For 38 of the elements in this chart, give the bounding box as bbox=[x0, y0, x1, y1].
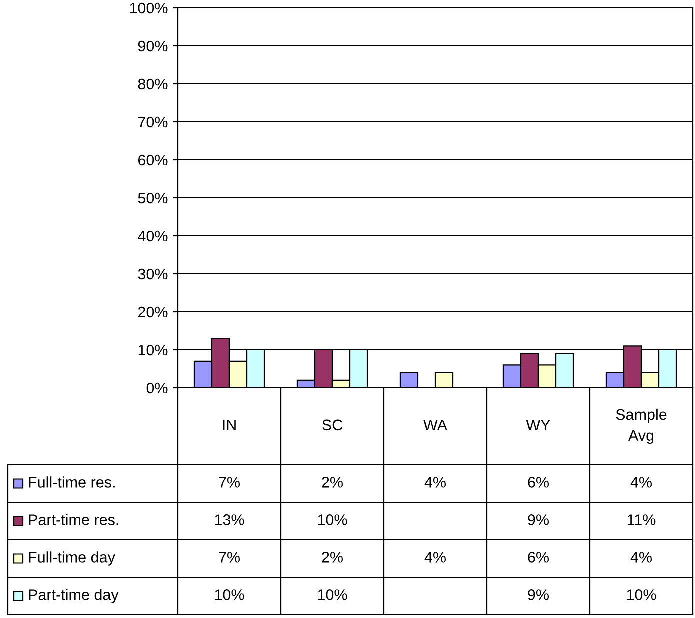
y-tick-label: 40% bbox=[138, 230, 168, 242]
data-label: 7% bbox=[219, 477, 240, 488]
data-label: 10% bbox=[215, 590, 244, 600]
y-tick-label: 0% bbox=[146, 382, 168, 394]
y-tick-label: 20% bbox=[138, 306, 168, 318]
x-tick-label: IN bbox=[223, 420, 236, 430]
y-tick-label: 10% bbox=[138, 344, 168, 356]
data-label: 9% bbox=[528, 514, 549, 526]
data-label: 10% bbox=[318, 590, 348, 600]
data-label: 7% bbox=[219, 552, 240, 563]
y-tick-label: 90% bbox=[138, 40, 168, 52]
data-label: 4% bbox=[424, 477, 446, 488]
data-label: 6% bbox=[528, 477, 549, 488]
y-tick-label: 80% bbox=[138, 78, 168, 90]
data-label: 10% bbox=[627, 590, 656, 600]
y-tick-label: 30% bbox=[138, 268, 168, 280]
data-label: 4% bbox=[424, 552, 446, 563]
x-tick-label: WA bbox=[424, 420, 448, 430]
y-tick-label: 60% bbox=[138, 154, 168, 166]
data-label: 6% bbox=[528, 552, 549, 563]
legend-label: Full-time res. bbox=[29, 476, 115, 488]
y-tick-label: 100% bbox=[130, 2, 168, 14]
y-tick-label: 70% bbox=[138, 116, 168, 128]
data-label: 4% bbox=[630, 552, 652, 563]
data-label: 9% bbox=[528, 590, 549, 600]
legend-label: Full-time day bbox=[29, 552, 116, 566]
x-tick-label: SC bbox=[322, 420, 343, 431]
legend-label: Part-time res. bbox=[29, 514, 118, 526]
x-tick-label: WY bbox=[526, 420, 550, 430]
data-label: 10% bbox=[318, 514, 348, 526]
y-tick-label: 50% bbox=[138, 192, 168, 204]
data-label: 4% bbox=[630, 477, 652, 488]
x-tick-label: Sample Avg bbox=[616, 408, 667, 444]
data-label: 11% bbox=[628, 514, 656, 526]
data-label: 2% bbox=[322, 477, 343, 488]
data-label: 13% bbox=[215, 514, 244, 526]
legend-label: Part-time day bbox=[29, 589, 119, 604]
data-label: 2% bbox=[322, 552, 343, 563]
